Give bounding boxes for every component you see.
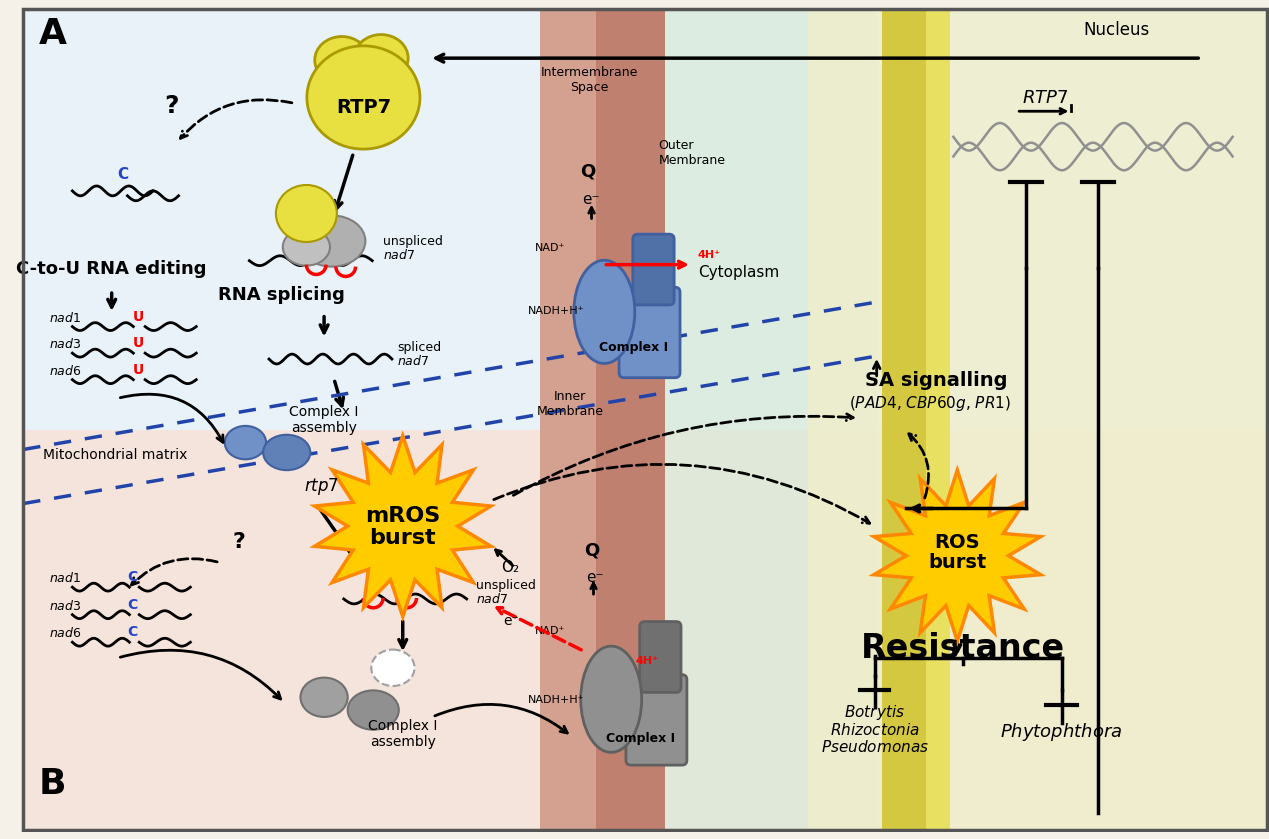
Text: $\it{RTP7}$: $\it{RTP7}$ — [1023, 90, 1068, 107]
Text: ROS: ROS — [934, 534, 980, 552]
Text: ?: ? — [164, 94, 179, 118]
FancyBboxPatch shape — [23, 9, 1266, 830]
Text: Mitochondrial matrix: Mitochondrial matrix — [43, 448, 188, 462]
Text: RNA splicing: RNA splicing — [218, 286, 345, 304]
Text: $\it{Botrytis}$: $\it{Botrytis}$ — [844, 703, 905, 722]
Text: $\it{nad3}$: $\it{nad3}$ — [48, 599, 81, 612]
FancyBboxPatch shape — [926, 9, 950, 830]
FancyBboxPatch shape — [633, 234, 674, 305]
Ellipse shape — [307, 46, 420, 149]
Text: e⁻: e⁻ — [586, 571, 604, 586]
FancyBboxPatch shape — [640, 622, 681, 692]
Text: Outer
Membrane: Outer Membrane — [659, 139, 726, 167]
Text: burst: burst — [928, 553, 986, 572]
Text: $\it{nad1}$: $\it{nad1}$ — [48, 571, 81, 586]
Text: 4H⁺: 4H⁺ — [698, 250, 721, 260]
Text: $\it{nad6}$: $\it{nad6}$ — [48, 626, 81, 640]
Text: $\it{nad3}$: $\it{nad3}$ — [48, 337, 81, 352]
Text: Complex I
assembly: Complex I assembly — [289, 404, 359, 435]
Text: $\it{rtp7}$: $\it{rtp7}$ — [305, 476, 339, 497]
Ellipse shape — [574, 260, 634, 363]
Text: unspliced: unspliced — [476, 579, 536, 592]
Text: SA signalling: SA signalling — [865, 371, 1008, 389]
Ellipse shape — [275, 185, 336, 242]
Text: ($\it{PAD4}$, $\it{CBP60g}$, $\it{PR1}$): ($\it{PAD4}$, $\it{CBP60g}$, $\it{PR1}$) — [849, 394, 1011, 413]
Ellipse shape — [354, 34, 409, 81]
Text: Q: Q — [580, 162, 595, 180]
FancyBboxPatch shape — [23, 430, 1266, 830]
Text: spliced: spliced — [397, 341, 440, 354]
Text: unspliced: unspliced — [383, 235, 443, 248]
Text: C: C — [127, 597, 137, 612]
Text: $\it{nad1}$: $\it{nad1}$ — [48, 310, 81, 325]
Text: C: C — [127, 571, 137, 584]
FancyBboxPatch shape — [619, 287, 680, 378]
FancyBboxPatch shape — [596, 9, 665, 830]
Ellipse shape — [348, 690, 398, 730]
Text: Complex I: Complex I — [607, 732, 675, 744]
Ellipse shape — [298, 216, 365, 267]
FancyBboxPatch shape — [541, 9, 633, 830]
Ellipse shape — [283, 228, 330, 266]
Polygon shape — [808, 9, 1266, 830]
Text: $\it{nad7}$: $\it{nad7}$ — [397, 354, 429, 368]
Text: Complex I: Complex I — [599, 341, 669, 354]
Text: U: U — [132, 310, 143, 324]
Text: C-to-U RNA editing: C-to-U RNA editing — [16, 260, 207, 279]
Text: $\it{nad7}$: $\it{nad7}$ — [476, 591, 508, 606]
Text: Intermembrane
Space: Intermembrane Space — [541, 65, 638, 94]
FancyBboxPatch shape — [626, 675, 687, 765]
Ellipse shape — [315, 37, 369, 84]
Text: $\it{nad7}$: $\it{nad7}$ — [383, 248, 415, 262]
Text: RTP7: RTP7 — [336, 98, 391, 117]
Text: Cytoplasm: Cytoplasm — [698, 265, 779, 280]
Ellipse shape — [581, 646, 642, 753]
Text: mROS: mROS — [365, 507, 440, 526]
Text: burst: burst — [369, 528, 437, 548]
Text: $\it{Pseudomonas}$: $\it{Pseudomonas}$ — [821, 739, 929, 755]
Text: U: U — [132, 362, 143, 377]
Text: e⁻: e⁻ — [581, 191, 599, 206]
Text: $\it{Phytophthora}$: $\it{Phytophthora}$ — [1000, 721, 1123, 743]
Ellipse shape — [301, 678, 348, 717]
Text: NAD⁺: NAD⁺ — [534, 242, 565, 253]
Text: ?: ? — [232, 532, 245, 552]
Polygon shape — [315, 435, 491, 617]
Text: B: B — [39, 767, 66, 800]
Text: NADH+H⁺: NADH+H⁺ — [528, 696, 584, 705]
Text: Complex I
assembly: Complex I assembly — [368, 719, 438, 749]
Text: 4H⁺: 4H⁺ — [636, 656, 659, 666]
Text: NADH+H⁺: NADH+H⁺ — [528, 305, 584, 315]
Text: e⁻: e⁻ — [503, 613, 519, 628]
Text: $\it{Rhizoctonia}$: $\it{Rhizoctonia}$ — [830, 722, 920, 737]
Text: U: U — [132, 336, 143, 350]
Text: C: C — [127, 625, 137, 639]
Text: A: A — [39, 18, 67, 51]
Ellipse shape — [372, 649, 415, 686]
Text: Inner
Membrane: Inner Membrane — [537, 390, 603, 418]
Text: Q: Q — [584, 542, 599, 560]
Text: Nucleus: Nucleus — [1084, 20, 1150, 39]
Polygon shape — [874, 470, 1041, 641]
Text: Resistance: Resistance — [862, 632, 1065, 665]
Ellipse shape — [225, 426, 266, 459]
Text: O₂: O₂ — [501, 560, 519, 576]
Text: C: C — [118, 167, 128, 182]
Text: NAD⁺: NAD⁺ — [534, 627, 565, 636]
Polygon shape — [581, 9, 877, 830]
Text: $\it{nad6}$: $\it{nad6}$ — [48, 364, 81, 378]
Ellipse shape — [263, 435, 311, 470]
FancyBboxPatch shape — [882, 9, 930, 830]
